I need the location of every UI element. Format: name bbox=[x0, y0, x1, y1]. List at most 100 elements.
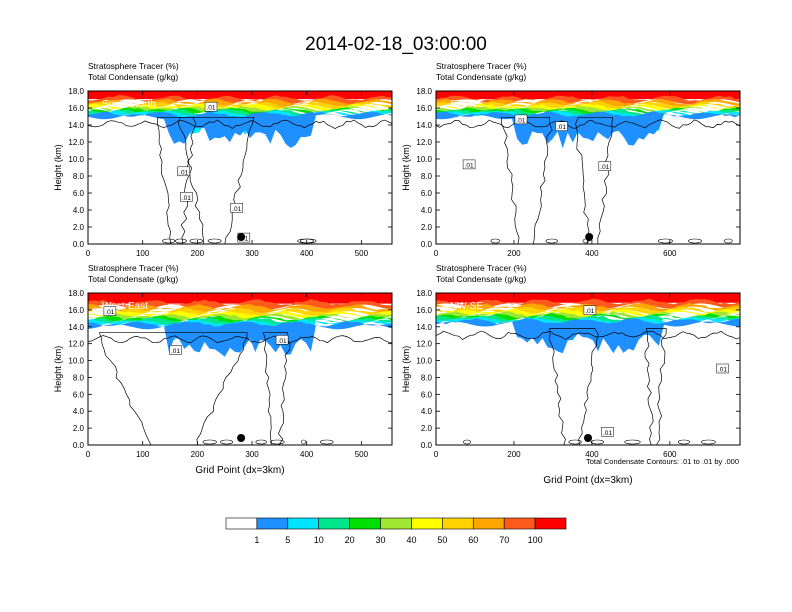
colorbar-swatch bbox=[380, 517, 412, 530]
x-tick-label: 500 bbox=[355, 249, 369, 258]
condensate-contour bbox=[644, 328, 667, 446]
colorbar-label: 20 bbox=[345, 535, 355, 545]
contour-label: .01 bbox=[465, 162, 474, 169]
y-tick-label: 16.0 bbox=[68, 306, 84, 315]
colorbar-label: 1 bbox=[254, 535, 259, 545]
y-tick-label: 0.0 bbox=[421, 240, 433, 249]
contour-label-box bbox=[169, 345, 182, 355]
tracer-band bbox=[88, 101, 392, 110]
colorbar-label: 30 bbox=[375, 535, 385, 545]
x-tick-label: 0 bbox=[86, 450, 91, 459]
y-tick-label: 14.0 bbox=[416, 121, 432, 130]
x-tick-label: 300 bbox=[245, 450, 259, 459]
y-tick-label: 16.0 bbox=[68, 104, 84, 113]
x-tick-label: 600 bbox=[663, 249, 677, 258]
tracer-band bbox=[88, 310, 392, 319]
tracer-band bbox=[436, 293, 740, 303]
condensate-contour bbox=[500, 116, 553, 245]
contour-label: .01 bbox=[182, 195, 191, 202]
contour-label-box bbox=[601, 427, 614, 437]
condensate-contour bbox=[435, 330, 741, 341]
condensate-contour bbox=[624, 439, 641, 445]
y-tick-label: 16.0 bbox=[416, 306, 432, 315]
y-tick-label: 10.0 bbox=[416, 357, 432, 366]
y-axis-label: Height (km) bbox=[401, 144, 411, 191]
y-tick-label: 14.0 bbox=[68, 121, 84, 130]
panel-title-tracer: Stratosphere Tracer (%) bbox=[88, 61, 179, 71]
colorbar-swatch bbox=[442, 517, 474, 530]
x-tick-label: 400 bbox=[300, 249, 314, 258]
y-axis-label: Height (km) bbox=[53, 346, 63, 393]
tracer-band bbox=[436, 298, 740, 309]
contour-label-box bbox=[583, 305, 597, 315]
y-tick-label: 8.0 bbox=[421, 373, 433, 382]
condensate-contour bbox=[688, 238, 702, 244]
x-axis-label: Grid Point (dx=3km) bbox=[195, 465, 284, 476]
contour-label: .01 bbox=[232, 206, 241, 213]
tracer-band bbox=[88, 320, 392, 357]
condensate-contour bbox=[490, 238, 501, 244]
cross-section-label: SW-NE bbox=[450, 99, 483, 110]
contour-label: .01 bbox=[206, 105, 215, 112]
plot-frame bbox=[87, 90, 393, 245]
panel-west-east: Stratosphere Tracer (%)Total Condensate … bbox=[53, 263, 393, 476]
y-tick-label: 2.0 bbox=[73, 223, 85, 232]
contour-label-box bbox=[204, 101, 218, 112]
contour-label: .01 bbox=[179, 169, 188, 176]
colorbar-swatch bbox=[287, 517, 320, 530]
location-marker bbox=[584, 434, 592, 442]
y-tick-label: 18.0 bbox=[68, 87, 84, 96]
x-axis-label: Grid Point (dx=3km) bbox=[543, 475, 632, 486]
condensate-contour bbox=[98, 332, 248, 446]
condensate-contour bbox=[549, 328, 599, 446]
figure-title: 2014-02-18_03:00:00 bbox=[305, 34, 487, 55]
tracer-band bbox=[436, 318, 740, 354]
condensate-contour bbox=[590, 439, 605, 445]
tracer-band bbox=[436, 313, 740, 321]
panel-sw-ne: Stratosphere Tracer (%)Total Condensate … bbox=[401, 61, 741, 258]
colorbar-label: 60 bbox=[468, 535, 478, 545]
contour-label-box bbox=[555, 121, 568, 131]
y-tick-label: 14.0 bbox=[416, 323, 432, 332]
x-tick-label: 500 bbox=[355, 450, 369, 459]
condensate-contour bbox=[723, 238, 733, 244]
tracer-band bbox=[436, 101, 740, 110]
y-tick-label: 12.0 bbox=[68, 138, 84, 147]
cross-section-label: NW-SE bbox=[450, 301, 483, 312]
contour-label: .01 bbox=[171, 348, 180, 355]
x-tick-label: 400 bbox=[300, 450, 314, 459]
colorbar-swatch bbox=[503, 517, 536, 530]
x-tick-label: 600 bbox=[663, 450, 677, 459]
colorbar-label: 40 bbox=[406, 535, 416, 545]
condensate-contour bbox=[435, 119, 741, 129]
condensate-contour bbox=[255, 439, 267, 445]
condensate-contour bbox=[269, 439, 285, 445]
panel-south-north: Stratosphere Tracer (%)Total Condensate … bbox=[53, 61, 393, 258]
condensate-contour bbox=[220, 439, 233, 445]
colorbar-swatch bbox=[318, 517, 350, 530]
condensate-contour bbox=[568, 439, 582, 445]
y-tick-label: 8.0 bbox=[73, 373, 85, 382]
x-tick-label: 0 bbox=[86, 249, 91, 258]
y-tick-label: 2.0 bbox=[421, 223, 433, 232]
y-tick-label: 10.0 bbox=[416, 155, 432, 164]
condensate-contour bbox=[177, 116, 255, 245]
y-tick-label: 6.0 bbox=[421, 189, 433, 198]
cross-section-label: South-North bbox=[102, 99, 156, 110]
x-tick-label: 0 bbox=[434, 249, 439, 258]
panel-title-tracer: Stratosphere Tracer (%) bbox=[88, 263, 179, 273]
contour-label: .01 bbox=[557, 124, 566, 131]
y-tick-label: 12.0 bbox=[416, 138, 432, 147]
y-tick-label: 0.0 bbox=[73, 240, 85, 249]
y-tick-label: 4.0 bbox=[73, 407, 85, 416]
y-axis-label: Height (km) bbox=[53, 144, 63, 191]
colorbar-swatch bbox=[534, 517, 567, 530]
condensate-contour bbox=[575, 116, 613, 245]
tracer-band bbox=[436, 111, 740, 149]
x-tick-label: 0 bbox=[434, 450, 439, 459]
tracer-band bbox=[88, 307, 392, 317]
condensate-contour bbox=[297, 238, 314, 244]
x-tick-label: 300 bbox=[245, 249, 259, 258]
x-tick-label: 200 bbox=[507, 249, 521, 258]
y-tick-label: 2.0 bbox=[421, 424, 433, 433]
